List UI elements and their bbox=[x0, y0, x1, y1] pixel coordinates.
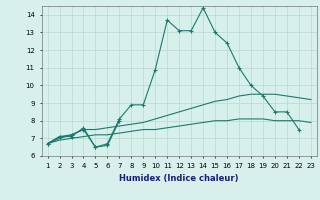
X-axis label: Humidex (Indice chaleur): Humidex (Indice chaleur) bbox=[119, 174, 239, 184]
